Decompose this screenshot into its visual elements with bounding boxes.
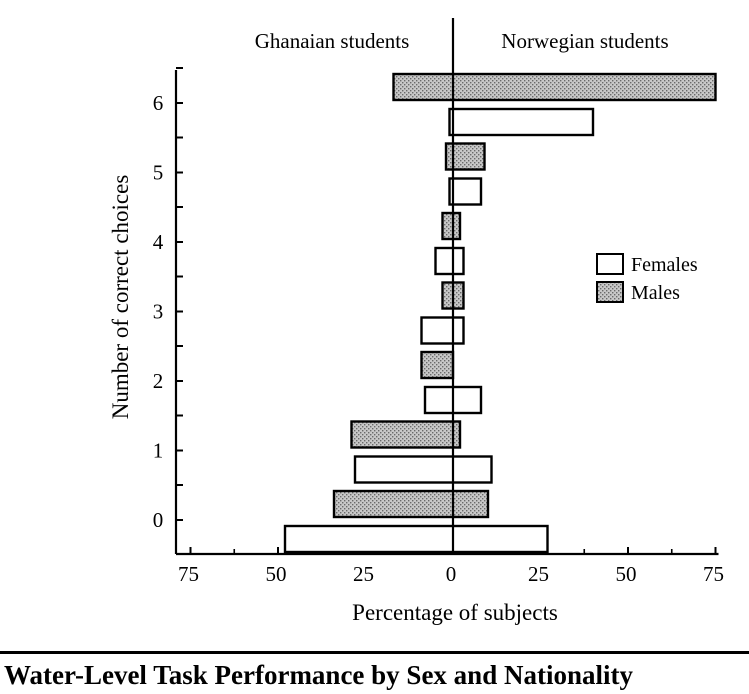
right-group-label: Norwegian students <box>501 29 668 53</box>
y-tick-label: 3 <box>153 300 164 324</box>
caption-rule <box>0 651 749 654</box>
x-axis-title: Percentage of subjects <box>352 600 558 625</box>
male-bar <box>441 211 462 241</box>
y-axis: 0 1 2 3 4 5 6 <box>153 67 183 554</box>
y-tick-label: 5 <box>153 161 164 185</box>
legend-swatch <box>596 281 624 303</box>
male-bar <box>350 420 462 449</box>
x-tick-label: 50 <box>266 562 287 586</box>
x-tick-label: 0 <box>446 562 457 586</box>
bars <box>283 72 717 554</box>
male-bar <box>332 489 490 519</box>
female-bar <box>283 524 549 554</box>
male-bar <box>444 142 486 171</box>
chart-caption: Water-Level Task Performance by Sex and … <box>4 660 633 690</box>
legend-label: Females <box>631 254 698 276</box>
female-bar <box>448 107 595 137</box>
x-tick-label: 50 <box>616 562 637 586</box>
left-group-label: Ghanaian students <box>255 29 410 53</box>
x-tick-label: 75 <box>178 562 199 586</box>
female-bar <box>353 455 493 484</box>
legend: Females Males <box>596 253 698 304</box>
y-tick-label: 2 <box>153 369 164 393</box>
x-tick-label: 75 <box>703 562 724 586</box>
female-bar <box>420 316 465 345</box>
y-tick-label: 1 <box>153 439 164 463</box>
x-tick-label: 25 <box>528 562 549 586</box>
y-tick-label: 0 <box>153 508 164 532</box>
y-tick-label: 6 <box>153 91 164 115</box>
female-bar <box>434 246 465 276</box>
x-tick-label: 25 <box>353 562 374 586</box>
male-bar <box>420 350 455 380</box>
x-axis: 75 50 25 0 25 50 75 <box>176 547 724 586</box>
male-bar <box>392 72 717 102</box>
y-axis-title: Number of correct choices <box>108 175 133 420</box>
female-bar <box>448 177 483 206</box>
y-tick-label: 4 <box>153 230 164 254</box>
legend-swatch <box>596 253 624 275</box>
legend-label: Males <box>631 282 680 304</box>
